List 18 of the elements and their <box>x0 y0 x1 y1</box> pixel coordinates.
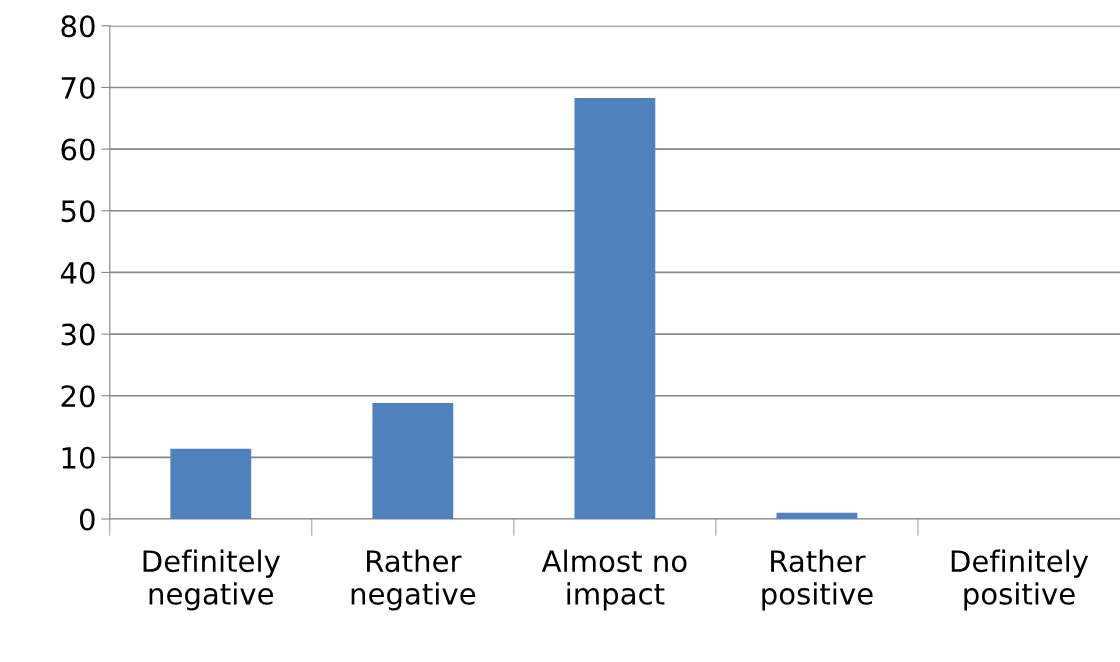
y-tick-label: 50 <box>61 200 95 223</box>
bar <box>372 403 454 520</box>
y-tick-label: 0 <box>79 508 95 531</box>
y-tick-label: 70 <box>61 76 95 99</box>
y-tick-label: 40 <box>60 261 95 284</box>
x-tick-label: Rather positive <box>762 549 873 611</box>
x-tick-label: Rather negative <box>351 549 476 611</box>
y-tick-label: 80 <box>61 15 95 38</box>
y-tick-label: 10 <box>62 446 95 469</box>
y-tick-label: 20 <box>61 385 95 408</box>
bar <box>776 512 858 520</box>
x-tick-label: Definitely positive <box>951 549 1089 611</box>
bar <box>170 448 252 520</box>
y-tick-label: 30 <box>61 323 95 346</box>
bar <box>574 97 656 520</box>
x-tick-label: Almost no impact <box>541 549 687 611</box>
x-tick-label: Definitely negative <box>143 549 280 611</box>
y-tick-label: 60 <box>61 138 95 161</box>
